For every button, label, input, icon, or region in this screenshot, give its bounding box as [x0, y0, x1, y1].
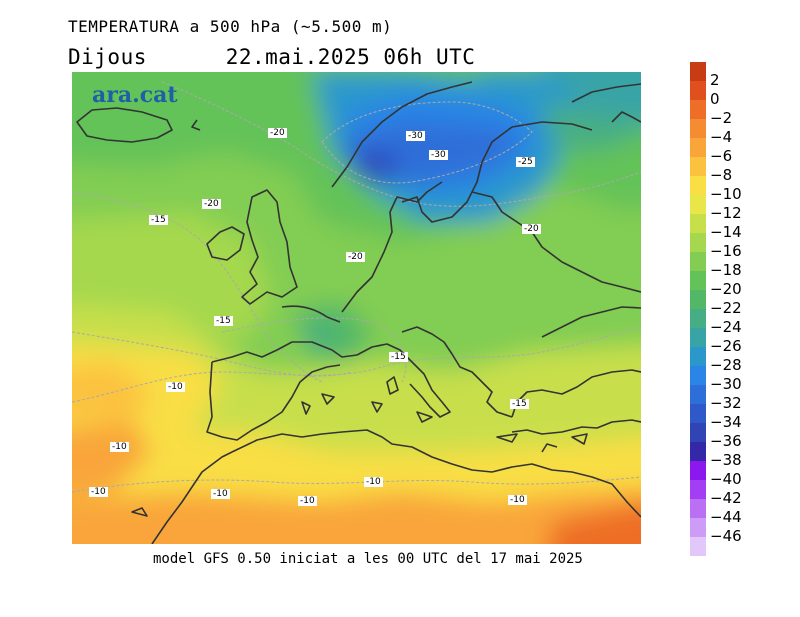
legend-tick-label: −22 — [710, 299, 742, 317]
coastlines — [76, 81, 641, 544]
legend-swatch — [690, 442, 706, 461]
contour-label: -20 — [268, 128, 287, 138]
legend-swatch — [690, 100, 706, 119]
legend-tick-label: −4 — [710, 128, 733, 146]
legend-swatch — [690, 499, 706, 518]
legend-tick-label: −32 — [710, 394, 742, 412]
legend-swatch — [690, 404, 706, 423]
contour-label: -10 — [166, 382, 185, 392]
legend-swatch — [690, 81, 706, 100]
legend-tick-label: −14 — [710, 223, 742, 241]
contour-label: -10 — [211, 489, 230, 499]
legend-tick-label: −40 — [710, 470, 742, 488]
legend-tick-label: −18 — [710, 261, 742, 279]
model-run-caption: model GFS 0.50 iniciat a les 00 UTC del … — [153, 551, 583, 567]
legend-swatch — [690, 138, 706, 157]
legend-tick-label: 0 — [710, 90, 720, 108]
contour-label: -15 — [214, 316, 233, 326]
contour-label: -30 — [406, 131, 425, 141]
legend-swatch — [690, 537, 706, 556]
contour-label: -20 — [346, 252, 365, 262]
legend-swatch — [690, 347, 706, 366]
legend-tick-label: −2 — [710, 109, 733, 127]
legend-tick-label: −26 — [710, 337, 742, 355]
contour-label: -10 — [89, 487, 108, 497]
legend-swatch — [690, 480, 706, 499]
legend-tick-label: −10 — [710, 185, 742, 203]
contour-label: -25 — [516, 157, 535, 167]
legend-tick-label: −28 — [710, 356, 742, 374]
contour-label: -10 — [298, 496, 317, 506]
temperature-map: ara.cat -20 -30 -30 -25 -20 -15 -20 -20 … — [72, 72, 641, 544]
legend-swatch — [690, 271, 706, 290]
legend-tick-label: −30 — [710, 375, 742, 393]
temperature-field — [72, 72, 641, 544]
contour-label: -20 — [522, 224, 541, 234]
legend-tick-label: 2 — [710, 71, 720, 89]
contour-label: -15 — [510, 399, 529, 409]
legend-tick-label: −16 — [710, 242, 742, 260]
contour-label: -15 — [389, 352, 408, 362]
valid-time: Dijous 22.mai.2025 06h UTC — [68, 45, 475, 69]
legend-swatch — [690, 62, 706, 81]
legend-swatch — [690, 233, 706, 252]
legend-tick-label: −46 — [710, 527, 742, 545]
legend-swatch — [690, 518, 706, 537]
legend-swatch — [690, 309, 706, 328]
legend-swatch — [690, 252, 706, 271]
legend-tick-label: −44 — [710, 508, 742, 526]
contour-label: -30 — [429, 150, 448, 160]
day-label: Dijous — [68, 45, 147, 69]
legend-tick-label: −8 — [710, 166, 733, 184]
map-canvas — [72, 72, 641, 544]
legend-swatch — [690, 423, 706, 442]
legend-tick-label: −12 — [710, 204, 742, 222]
contour-label: -10 — [110, 442, 129, 452]
isotherm-contours — [72, 81, 641, 493]
legend-swatch — [690, 385, 706, 404]
legend-swatch — [690, 290, 706, 309]
datetime-label: 22.mai.2025 06h UTC — [225, 45, 476, 69]
legend-swatch — [690, 461, 706, 480]
legend-tick-label: −36 — [710, 432, 742, 450]
legend-swatch — [690, 328, 706, 347]
chart-title: TEMPERATURA a 500 hPa (~5.500 m) — [68, 17, 393, 36]
legend-swatch — [690, 366, 706, 385]
contour-label: -10 — [508, 495, 527, 505]
legend-swatch — [690, 214, 706, 233]
legend-swatch — [690, 157, 706, 176]
legend-tick-label: −6 — [710, 147, 733, 165]
legend-swatch — [690, 119, 706, 138]
legend-tick-label: −42 — [710, 489, 742, 507]
color-scale-bar — [690, 62, 706, 556]
ara-cat-logo: ara.cat — [92, 82, 178, 108]
legend-swatch — [690, 176, 706, 195]
contour-label: -20 — [202, 199, 221, 209]
legend-tick-label: −24 — [710, 318, 742, 336]
legend-swatch — [690, 195, 706, 214]
legend-tick-label: −38 — [710, 451, 742, 469]
legend-tick-label: −34 — [710, 413, 742, 431]
contour-label: -15 — [149, 215, 168, 225]
legend-tick-label: −20 — [710, 280, 742, 298]
contour-label: -10 — [364, 477, 383, 487]
